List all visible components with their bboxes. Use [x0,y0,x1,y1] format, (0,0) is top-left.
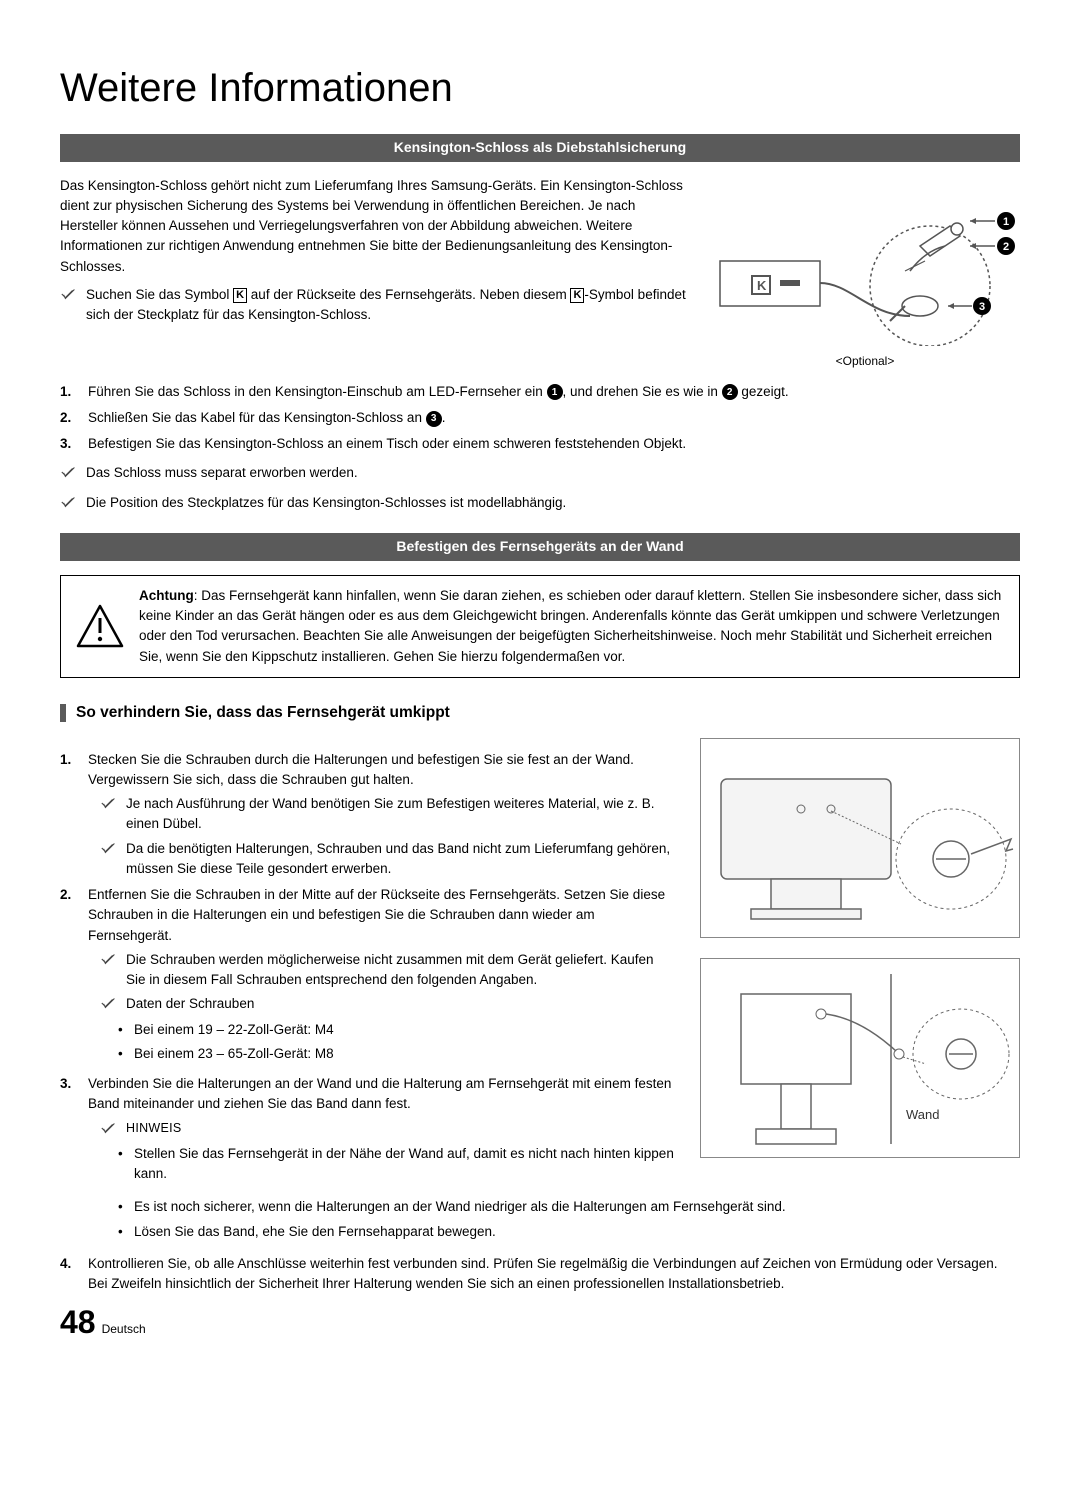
step-text: Stecken Sie die Schrauben durch die Halt… [88,750,676,791]
wand-label: Wand [906,1107,939,1122]
callout-1-icon: 1 [547,384,563,400]
optional-label: <Optional> [710,353,1020,370]
list-item: Stellen Sie das Fernsehgerät in der Nähe… [118,1144,676,1185]
page-number: 48 Deutsch [60,1300,1020,1345]
mount-steps: Stecken Sie die Schrauben durch die Halt… [60,750,676,1189]
hinweis-label: HINWEIS [126,1119,182,1141]
list-item: Bei einem 19 – 22-Zoll-Gerät: M4 [118,1020,676,1040]
lock-symbol-icon: K [233,288,247,303]
svg-text:1: 1 [1003,216,1009,228]
tv-screw-diagram [700,738,1020,938]
step-text: Kontrollieren Sie, ob alle Anschlüsse we… [88,1254,1020,1295]
callout-3-icon: 3 [426,411,442,427]
note-icon [100,952,118,991]
intro-paragraph: Das Kensington-Schloss gehört nicht zum … [60,176,690,277]
warning-icon [75,586,125,667]
note-text: Da die benötigten Halterungen, Schrauben… [126,839,676,880]
svg-text:2: 2 [1003,241,1009,253]
note-icon [60,495,78,515]
svg-text:3: 3 [979,301,985,313]
mount-steps-cont: Kontrollieren Sie, ob alle Anschlüsse we… [60,1254,1020,1295]
note-icon [100,1121,118,1141]
list-item: Es ist noch sicherer, wenn die Halterung… [118,1197,1020,1217]
svg-text:K: K [757,278,767,293]
note-icon [60,465,78,485]
lock-symbol-icon: K [570,288,584,303]
note-text: Die Schrauben werden möglicherweise nich… [126,950,676,991]
tv-wall-diagram: Wand [700,958,1020,1158]
step-text: Befestigen Sie das Kensington-Schloss an… [88,434,1020,454]
kensington-steps: Führen Sie das Schloss in den Kensington… [60,382,1020,455]
note-icon [100,841,118,880]
step-text: Führen Sie das Schloss in den Kensington… [88,382,1020,402]
warning-text: Achtung: Das Fernsehgerät kann hinfallen… [139,586,1005,667]
subsection-title: So verhindern Sie, dass das Fernsehgerät… [76,702,450,724]
note-text: Die Position des Steckplatzes für das Ke… [86,493,566,513]
list-item: Lösen Sie das Band, ehe Sie den Fernseha… [118,1222,1020,1242]
callout-2-icon: 2 [722,384,738,400]
section-header-wall: Befestigen des Fernsehgeräts an der Wand [60,533,1020,561]
kensington-diagram: K 1 2 3 <Optional> [710,176,1020,370]
list-item: Bei einem 23 – 65-Zoll-Gerät: M8 [118,1044,676,1064]
step-text: Verbinden Sie die Halterungen an der Wan… [88,1074,676,1115]
note-icon [60,287,78,307]
page-title: Weitere Informationen [60,60,1020,116]
note-text: Daten der Schrauben [126,994,254,1016]
note-text: Je nach Ausführung der Wand benötigen Si… [126,794,676,835]
note-icon [100,796,118,835]
note-icon [100,996,118,1016]
step-text: Schließen Sie das Kabel für das Kensingt… [88,408,1020,428]
subsection-bar [60,704,66,722]
section-header-kensington: Kensington-Schloss als Diebstahlsicherun… [60,134,1020,162]
note-text: Das Schloss muss separat erworben werden… [86,463,358,483]
step-text: Entfernen Sie die Schrauben in der Mitte… [88,885,676,946]
note-text: Suchen Sie das Symbol K auf der Rückseit… [86,285,690,326]
warning-box: Achtung: Das Fernsehgerät kann hinfallen… [60,575,1020,678]
